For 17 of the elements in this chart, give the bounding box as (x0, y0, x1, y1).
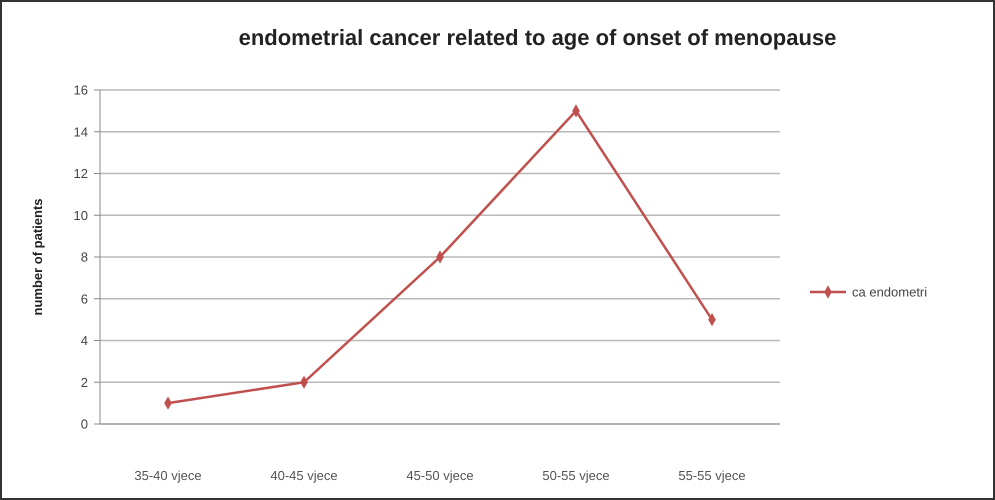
y-tick-label: 4 (80, 333, 88, 348)
y-tick-label: 2 (80, 374, 88, 390)
y-axis-title: number of patients (30, 198, 45, 316)
x-tick-label: 45-50 vjece (406, 468, 474, 483)
y-tick-label: 8 (80, 250, 88, 265)
x-tick-label: 50-55 vjece (542, 468, 610, 483)
x-tick-label: 55-55 vjece (678, 468, 746, 483)
y-tick-label: 10 (74, 208, 88, 223)
y-tick-label: 12 (74, 166, 88, 182)
y-tick-label: 0 (80, 416, 88, 432)
legend-label: ca endometri (852, 284, 928, 300)
y-tick-label: 14 (74, 124, 88, 140)
x-tick-label: 35-40 vjece (134, 468, 202, 483)
chart-title: endometrial cancer related to age of onset of menopause (238, 25, 836, 50)
y-tick-label: 6 (80, 291, 88, 306)
y-tick-label: 16 (74, 82, 88, 98)
x-tick-label: 40-45 vjece (270, 468, 338, 483)
